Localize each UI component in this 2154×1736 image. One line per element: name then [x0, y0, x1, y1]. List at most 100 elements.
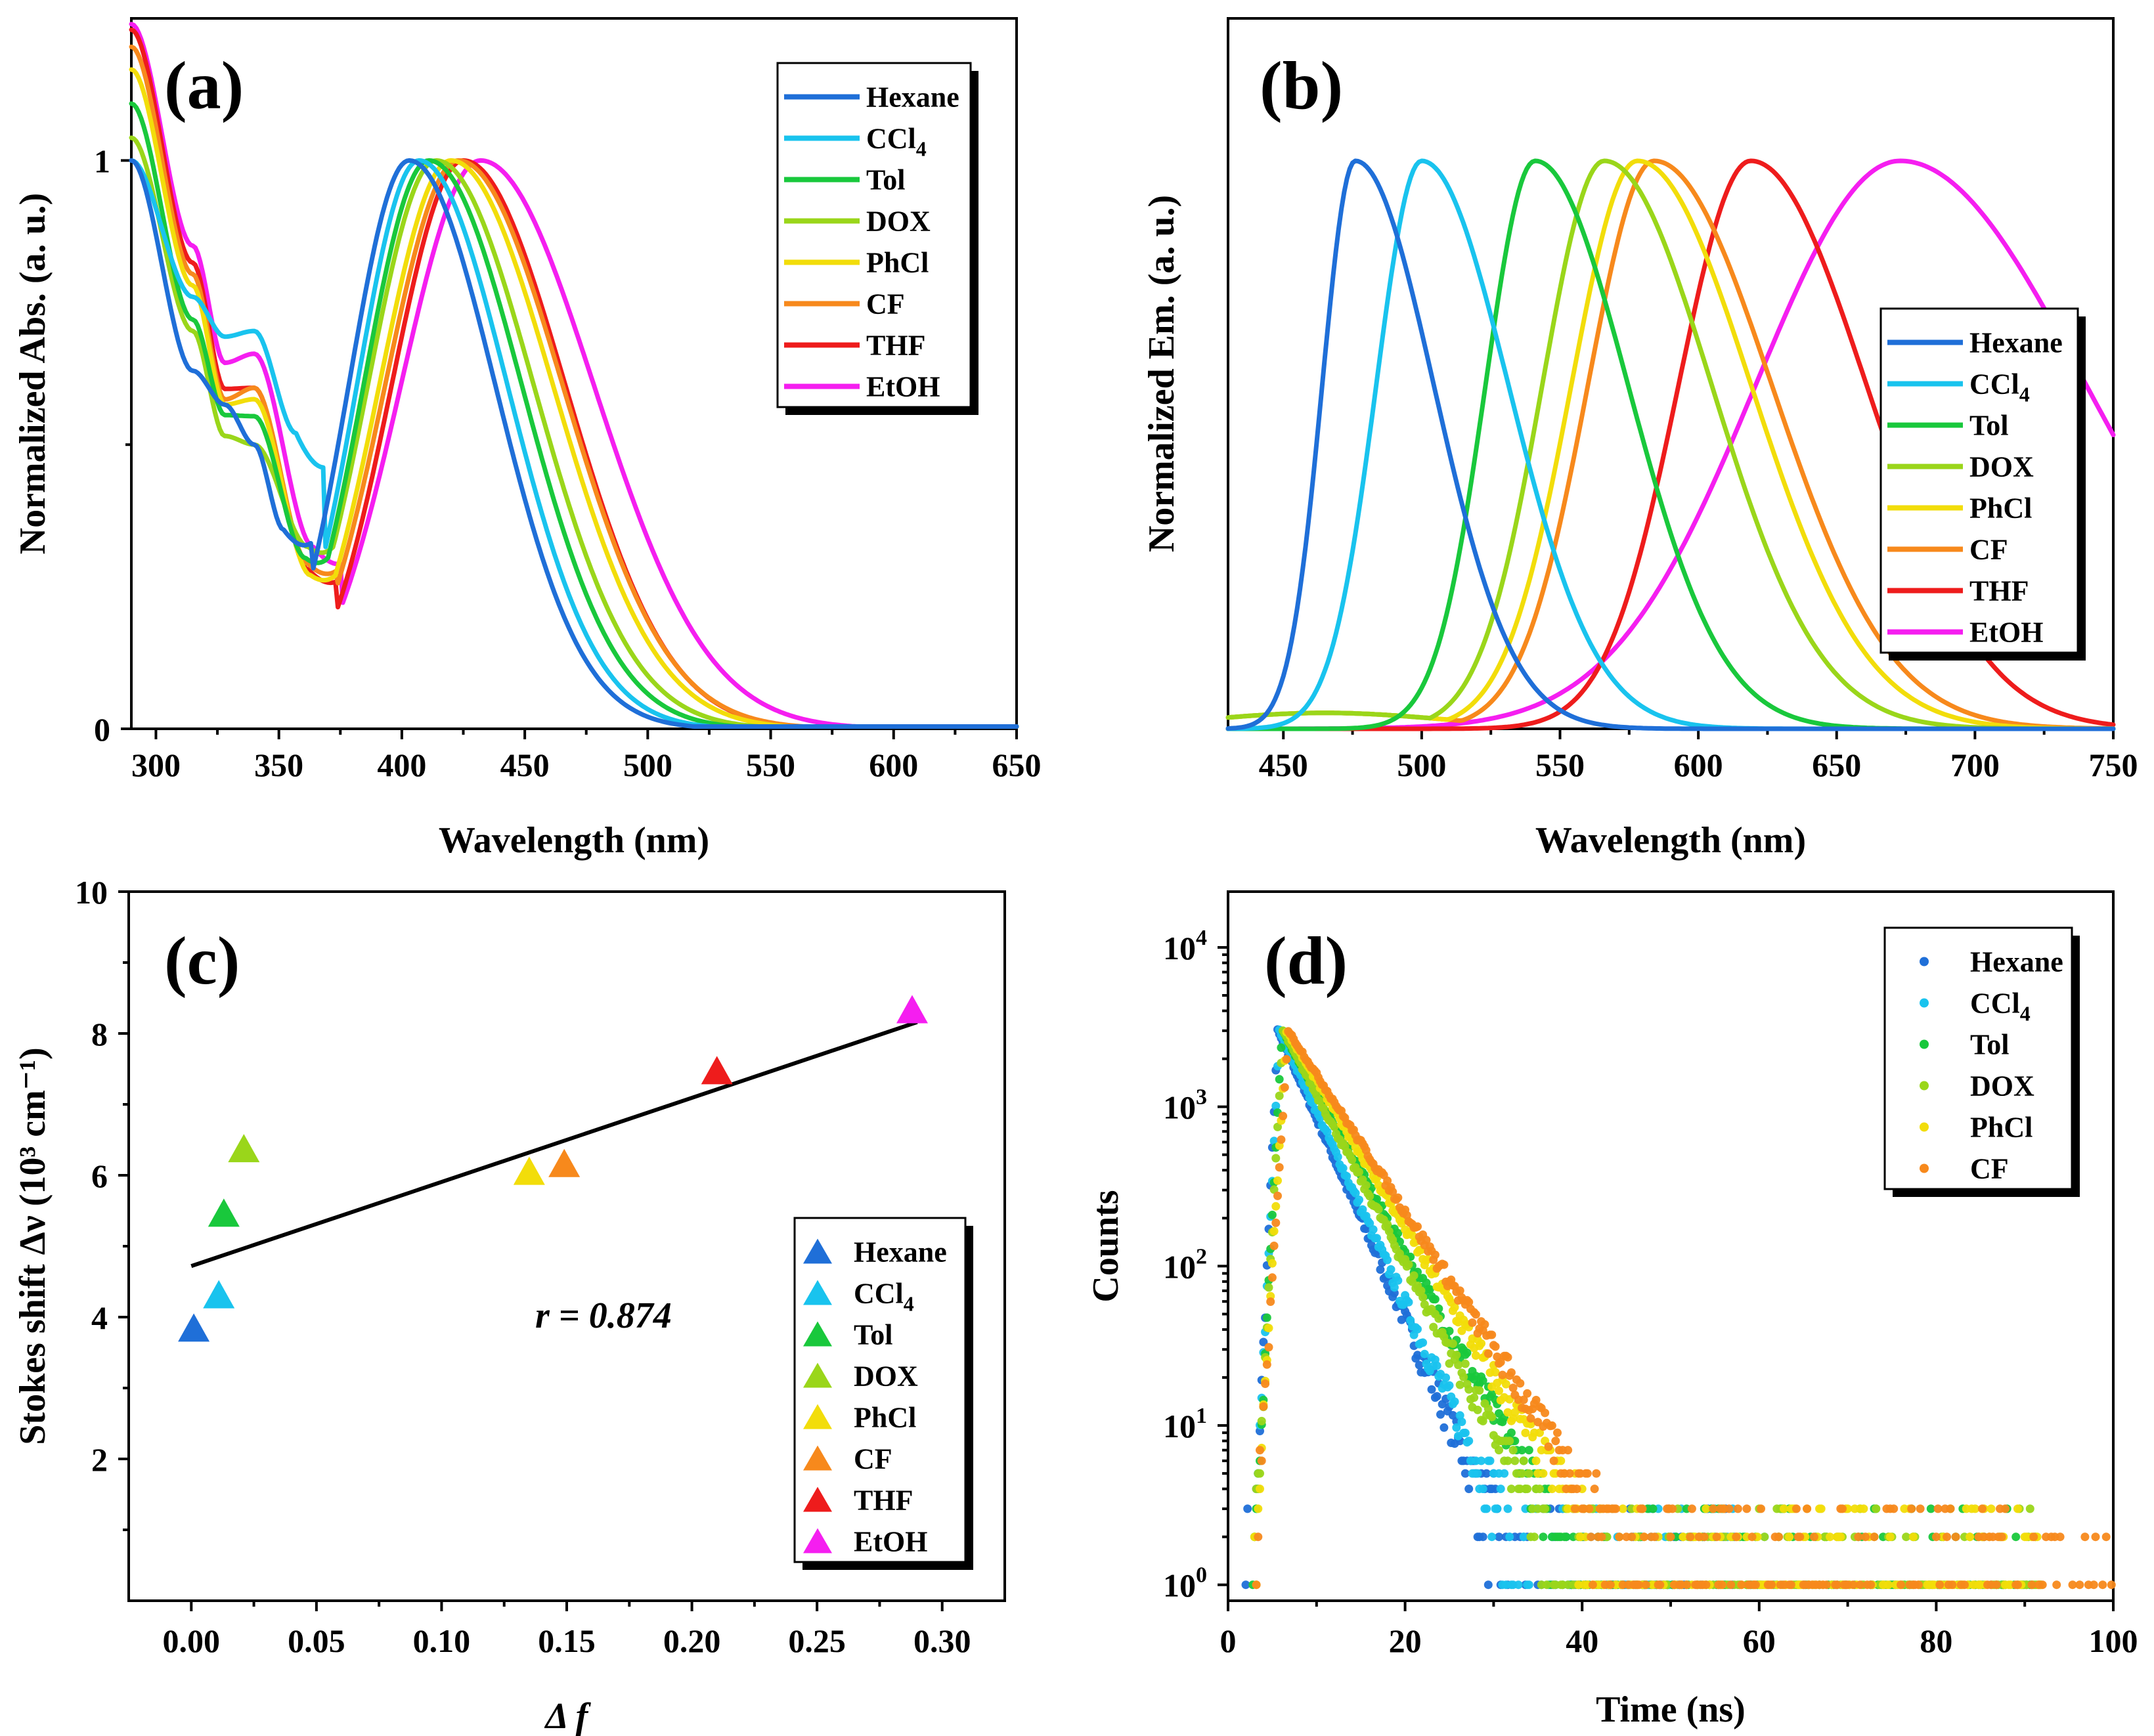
decay-point	[1931, 1532, 1941, 1542]
data-point-phcl	[513, 1156, 545, 1185]
decay-point	[1441, 1373, 1451, 1382]
decay-point	[1687, 1504, 1696, 1513]
decay-point	[1282, 1054, 1291, 1064]
decay-point	[1856, 1580, 1864, 1590]
y-tick-label: 1	[94, 142, 110, 179]
decay-point	[1264, 1283, 1273, 1292]
decay-point	[1464, 1385, 1474, 1394]
decay-point	[1702, 1504, 1711, 1513]
decay-point	[1273, 1176, 1282, 1185]
decay-point	[1273, 1122, 1282, 1131]
decay-point	[1518, 1446, 1526, 1455]
y-tick-label: 4	[91, 1299, 108, 1336]
decay-point	[1585, 1504, 1594, 1513]
correlation-annotation: r = 0.874	[535, 1295, 672, 1336]
decay-point	[1544, 1442, 1553, 1451]
decay-point	[1897, 1580, 1905, 1590]
decay-point	[1997, 1532, 2006, 1542]
decay-point	[1388, 1187, 1397, 1196]
decay-point	[1473, 1405, 1482, 1414]
decay-point	[2101, 1532, 2111, 1542]
decay-point	[1992, 1580, 2001, 1590]
decay-point	[1565, 1469, 1574, 1478]
decay-point	[1418, 1293, 1428, 1302]
decay-point	[1757, 1504, 1765, 1513]
decay-point	[1519, 1395, 1528, 1404]
x-tick-label: 100	[2089, 1622, 2138, 1659]
data-point-thf	[701, 1056, 733, 1085]
decay-point	[1394, 1276, 1403, 1285]
decay-point	[1348, 1156, 1357, 1164]
decay-point	[1572, 1485, 1581, 1494]
x-tick-label: 650	[1812, 747, 1861, 783]
absorption-curve-hexane	[129, 158, 1019, 729]
legend-marker-cf	[1920, 1163, 1929, 1173]
decay-point	[1505, 1437, 1514, 1446]
decay-point	[1440, 1423, 1449, 1432]
decay-point	[1908, 1532, 1918, 1542]
x-tick-label: 750	[2089, 747, 2138, 783]
y-tick-label: 10	[75, 874, 108, 911]
y-axis-label: Normalized Em. (a. u.)	[1141, 195, 1182, 552]
legend-box	[1883, 926, 2073, 1190]
y-tick-label: 104	[1163, 926, 1207, 966]
legend-label-hexane: Hexane	[866, 81, 959, 114]
decay-point	[1535, 1428, 1544, 1437]
data-point-etoh	[896, 995, 928, 1024]
decay-point	[2001, 1504, 2010, 1513]
legend-marker-cf	[803, 1445, 832, 1471]
decay-point	[1254, 1504, 1263, 1513]
decay-point	[1264, 1324, 1273, 1333]
decay-point	[2055, 1532, 2065, 1542]
decay-point	[1506, 1428, 1516, 1437]
decay-point	[1742, 1504, 1751, 1513]
decay-point	[1254, 1532, 1263, 1542]
legend-marker-thf	[803, 1486, 832, 1512]
decay-point	[1498, 1370, 1507, 1379]
decay-point	[1386, 1265, 1396, 1274]
decay-point	[1267, 1259, 1277, 1268]
x-tick-label: 350	[254, 747, 303, 783]
panel-c-stokes-shift-chart: 0.00 0.05 0.10 0.15 0.20 0.25 0.30 2 4 6 8 10 Δ f Sto…	[12, 874, 1006, 1736]
decay-point	[2029, 1532, 2038, 1542]
decay-point	[1682, 1580, 1691, 1590]
decay-point	[1656, 1580, 1665, 1590]
x-tick-label: 0.00	[163, 1622, 221, 1659]
legend-box	[776, 62, 972, 408]
decay-point	[1358, 1205, 1367, 1214]
y-tick-label: 101	[1163, 1404, 1207, 1444]
decay-point	[1457, 1418, 1466, 1426]
decay-point	[1269, 1242, 1279, 1250]
decay-point	[1786, 1580, 1795, 1590]
decay-point	[1519, 1532, 1528, 1542]
decay-point	[1785, 1532, 1794, 1542]
legend-label-ccl4: CCl4	[866, 123, 927, 161]
decay-point	[1478, 1376, 1487, 1385]
decay-point	[1501, 1379, 1510, 1389]
y-tick-label: 103	[1163, 1085, 1207, 1126]
decay-point	[1271, 1101, 1281, 1110]
decay-point	[1269, 1226, 1279, 1236]
decay-point	[1257, 1416, 1266, 1425]
decay-point	[1702, 1580, 1711, 1590]
decay-point	[1461, 1428, 1470, 1437]
decay-point	[1712, 1532, 1721, 1542]
decay-point	[1943, 1532, 1952, 1542]
decay-point	[1549, 1456, 1558, 1465]
decay-point	[1859, 1504, 1868, 1513]
decay-point	[1264, 1343, 1273, 1352]
decay-point	[1470, 1393, 1479, 1402]
decay-point	[1495, 1386, 1503, 1395]
legend-label-hexane: Hexane	[1969, 327, 2063, 359]
decay-point	[1971, 1504, 1980, 1513]
decay-point	[1774, 1532, 1783, 1542]
decay-point	[1256, 1469, 1264, 1478]
legend-marker-ccl4	[1920, 998, 1929, 1008]
decay-point	[1365, 1219, 1374, 1228]
decay-point	[1508, 1383, 1518, 1393]
decay-point	[1709, 1504, 1718, 1513]
legend-box	[1879, 307, 2079, 654]
decay-point	[1390, 1283, 1399, 1292]
decay-point	[1394, 1228, 1403, 1238]
legend-label-cf: CF	[854, 1443, 892, 1475]
